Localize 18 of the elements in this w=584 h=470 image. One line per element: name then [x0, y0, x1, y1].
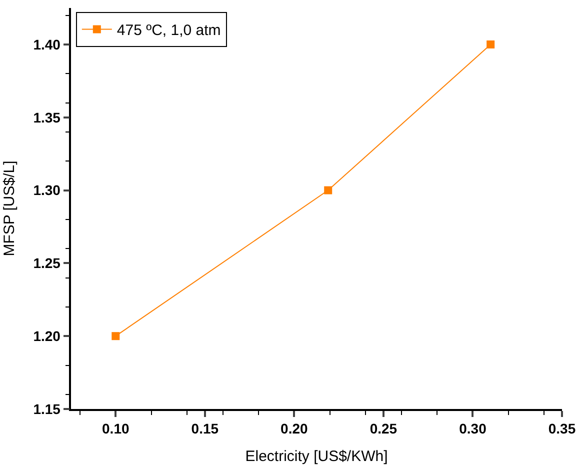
x-tick-label: 0.10	[102, 420, 130, 437]
y-tick-label: 1.35	[33, 109, 61, 126]
x-tick-label: 0.15	[191, 420, 219, 437]
y-tick-label: 1.30	[33, 182, 61, 198]
y-tick-label: 1.20	[33, 328, 61, 344]
y-tick-label: 1.15	[33, 400, 61, 417]
y-axis-title: MFSP [US$/L]	[0, 160, 18, 256]
x-tick-label: 0.25	[370, 420, 398, 437]
y-tick-label: 1.40	[33, 36, 61, 52]
y-tick-label: 1.25	[33, 255, 61, 272]
x-tick-label: 0.35	[548, 420, 576, 437]
x-tick-label: 0.30	[459, 420, 487, 437]
point	[324, 186, 332, 194]
legend-label: 475 ºC, 1,0 atm	[116, 22, 221, 40]
x-axis-title: Electricity [US$/KWh]	[245, 448, 388, 466]
point	[112, 332, 120, 340]
point	[486, 40, 495, 48]
x-tick-label: 0.20	[280, 420, 308, 437]
